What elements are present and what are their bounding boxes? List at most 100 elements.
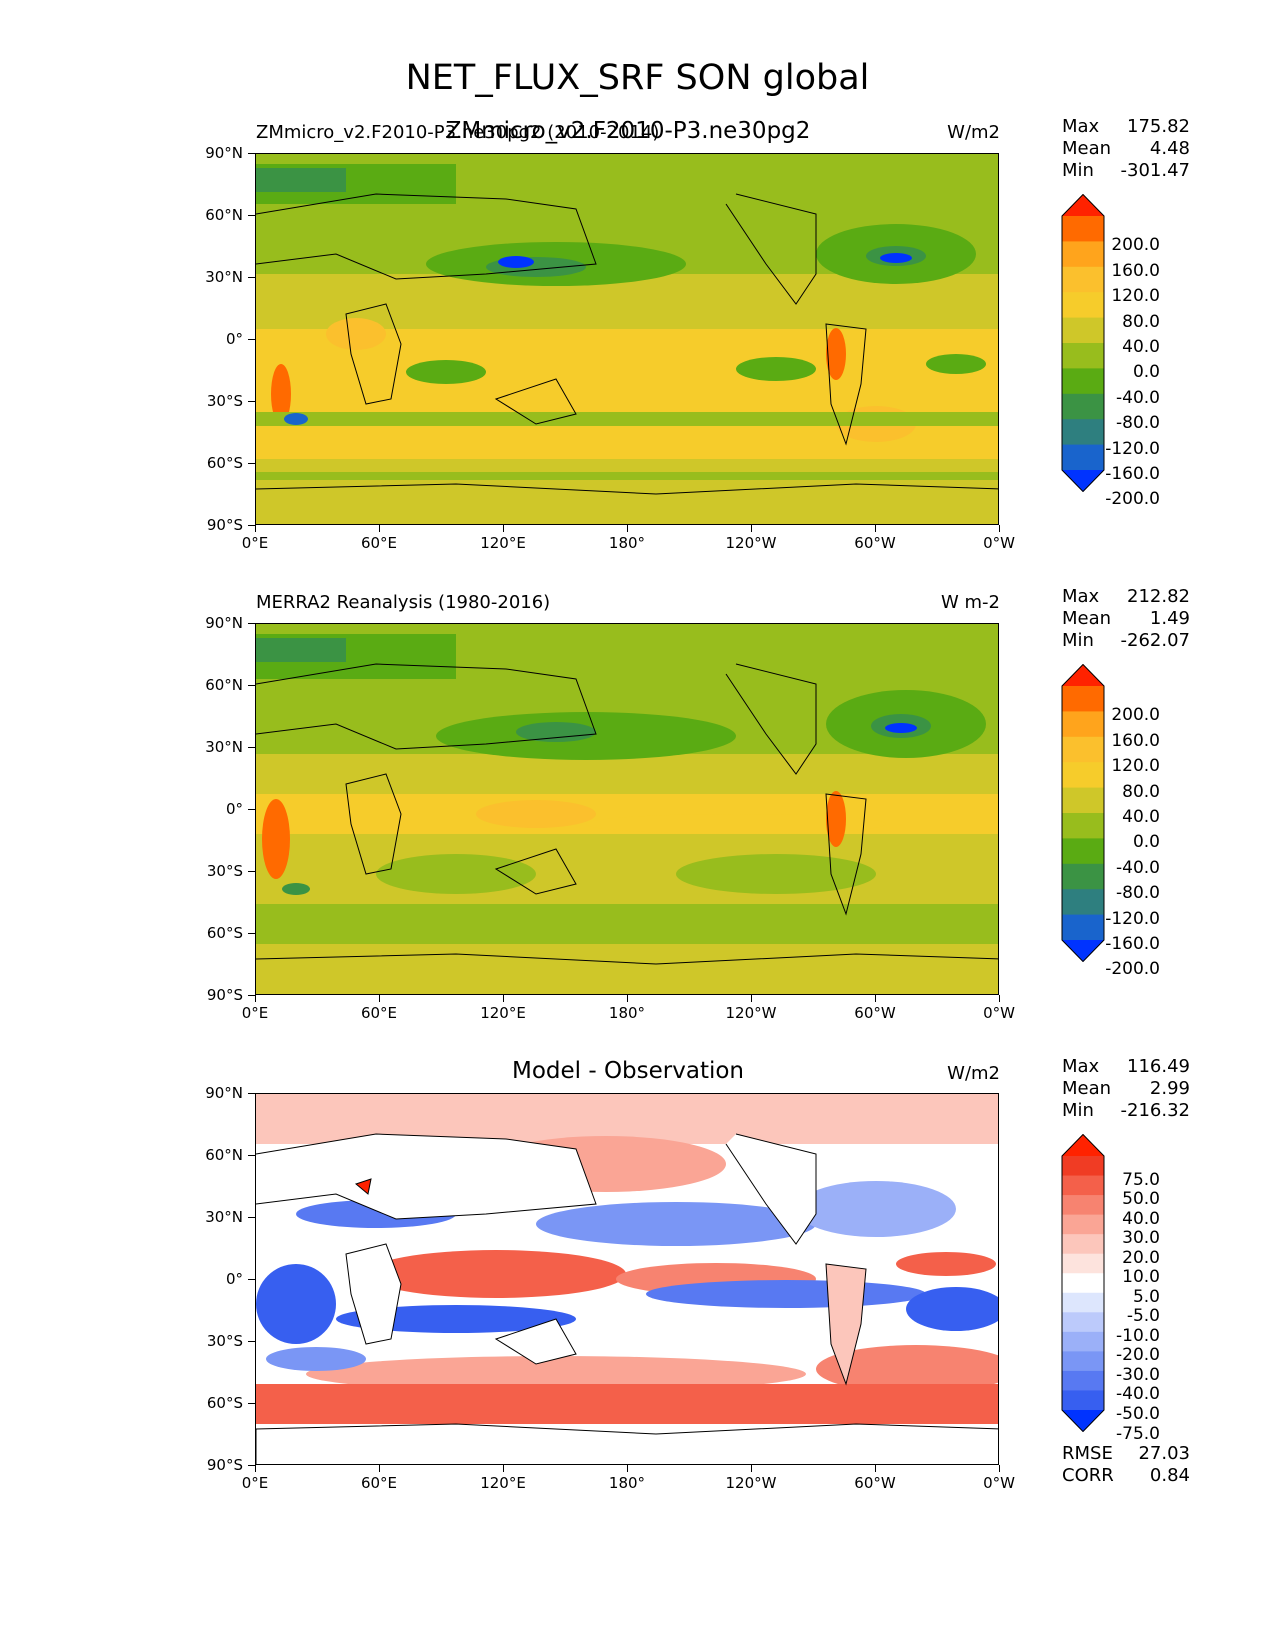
colorbar-outline xyxy=(1061,1133,1105,1433)
colorbar-tick-label: -40.0 xyxy=(1116,857,1160,878)
y-tick-label: 90°N xyxy=(205,614,243,632)
colorbar-tick-label: 40.0 xyxy=(1122,337,1160,357)
colorbar-tick-label: -50.0 xyxy=(1116,1404,1160,1424)
x-tick-label: 0°E xyxy=(241,1004,269,1022)
colorbar-swatch xyxy=(1062,1253,1104,1274)
y-tick-label: 0° xyxy=(225,1270,243,1288)
x-tick xyxy=(874,1465,876,1472)
colorbar-tick-label: -80.0 xyxy=(1116,413,1160,434)
panel-units: W/m2 xyxy=(947,122,1000,143)
y-tick xyxy=(248,808,255,810)
colorbar-tick-label: -40.0 xyxy=(1116,1384,1160,1405)
colorbar-swatch xyxy=(1062,813,1104,839)
x-tick xyxy=(626,1465,628,1472)
x-tick xyxy=(626,995,628,1002)
panel-left-title: MERRA2 Reanalysis (1980-2016) xyxy=(256,592,551,613)
map-test xyxy=(255,153,999,525)
map-field-diff xyxy=(256,1094,998,1464)
panel-stats: Max 212.82 Mean 1.49 Min -262.07 xyxy=(1062,586,1190,652)
x-tick xyxy=(502,995,504,1002)
y-tick-label: 0° xyxy=(225,330,243,348)
colorbar-tick-label: 0.0 xyxy=(1132,362,1160,383)
stat-mean: 4.48 xyxy=(1149,138,1190,159)
y-tick-label: 30°S xyxy=(206,1332,243,1350)
x-tick-label: 120°E xyxy=(480,1474,526,1492)
colorbar-swatch xyxy=(1062,863,1104,890)
colorbar-tick-label: 80.0 xyxy=(1122,781,1160,802)
stat-mean: 2.99 xyxy=(1149,1078,1190,1099)
x-tick-label: 60°W xyxy=(854,534,896,552)
y-tick-label: 90°S xyxy=(206,1456,243,1474)
x-tick-label: 60°W xyxy=(854,1004,896,1022)
colorbar-swatch xyxy=(1062,664,1104,686)
x-tick xyxy=(750,525,752,532)
colorbar-tick-label: -80.0 xyxy=(1116,883,1160,904)
colorbar-tick-label: 20.0 xyxy=(1122,1247,1160,1268)
panel-center-title: Model - Observation xyxy=(511,1058,745,1084)
x-tick-label: 180° xyxy=(608,534,646,552)
x-tick-label: 120°E xyxy=(480,1004,526,1022)
colorbar-swatch xyxy=(1062,762,1104,789)
stat-max: 175.82 xyxy=(1127,116,1190,137)
colorbar-tick-label: 0.0 xyxy=(1132,832,1160,853)
colorbar-tick-label: 160.0 xyxy=(1111,260,1160,281)
colorbar-swatch xyxy=(1062,368,1104,395)
y-tick xyxy=(248,400,255,402)
colorbar-swatch xyxy=(1062,736,1104,763)
colorbar-outline xyxy=(1061,663,1105,963)
colorbar-swatch xyxy=(1062,914,1104,941)
x-tick xyxy=(378,525,380,532)
colorbar-swatch xyxy=(1062,787,1104,814)
colorbar-tick-label: 50.0 xyxy=(1122,1189,1160,1210)
colorbar-tick-label: -20.0 xyxy=(1116,1345,1160,1366)
y-tick-label: 90°N xyxy=(205,144,243,162)
x-tick xyxy=(750,995,752,1002)
y-tick-label: 60°S xyxy=(206,1394,243,1412)
panel-units: W m-2 xyxy=(940,592,1000,613)
colorbar-tick-label: -120.0 xyxy=(1105,438,1160,459)
colorbar-swatch xyxy=(1062,470,1104,492)
x-tick xyxy=(626,525,628,532)
colorbar-tick-label: 75.0 xyxy=(1122,1169,1160,1190)
stat-min: -262.07 xyxy=(1120,630,1190,651)
corr-label: CORR xyxy=(1062,1465,1114,1486)
x-tick-label: 0°W xyxy=(983,1474,1015,1492)
colorbar-swatch xyxy=(1062,711,1104,738)
x-tick-label: 180° xyxy=(608,1004,646,1022)
x-tick-label: 120°E xyxy=(480,534,526,552)
colorbar-swatch xyxy=(1062,317,1104,344)
colorbar-tick-label: 30.0 xyxy=(1122,1228,1160,1249)
y-tick xyxy=(248,746,255,748)
y-tick xyxy=(248,276,255,278)
y-tick xyxy=(248,1278,255,1280)
stat-min-label: Min xyxy=(1062,1100,1094,1121)
colorbar-swatch xyxy=(1062,1214,1104,1235)
y-tick xyxy=(248,214,255,216)
y-tick-label: 0° xyxy=(225,800,243,818)
y-tick xyxy=(248,684,255,686)
colorbar-swatch xyxy=(1062,1175,1104,1196)
y-tick-label: 30°N xyxy=(205,268,243,286)
figure-title: NET_FLUX_SRF SON global xyxy=(405,58,870,98)
colorbar-swatch xyxy=(1062,1134,1104,1156)
x-tick xyxy=(378,1465,380,1472)
colorbar-swatch xyxy=(1062,194,1104,216)
x-tick xyxy=(874,995,876,1002)
x-tick xyxy=(378,995,380,1002)
stat-mean-label: Mean xyxy=(1062,1078,1112,1099)
rmse-value: 27.03 xyxy=(1138,1443,1190,1464)
colorbar-tick-label: 120.0 xyxy=(1111,756,1160,777)
x-tick xyxy=(750,1465,752,1472)
panel-stats: Max 175.82 Mean 4.48 Min -301.47 xyxy=(1062,116,1190,182)
rmse-label: RMSE xyxy=(1062,1443,1113,1464)
stat-mean: 1.49 xyxy=(1149,608,1190,629)
map-field-ref xyxy=(256,624,998,994)
colorbar-tick-label: 40.0 xyxy=(1122,807,1160,827)
colorbar-tick-label: -200.0 xyxy=(1105,959,1160,980)
colorbar-tick-label: 200.0 xyxy=(1111,705,1160,726)
colorbar-swatch xyxy=(1062,216,1104,242)
x-tick xyxy=(998,1465,1000,1472)
x-tick-label: 120°W xyxy=(725,1004,777,1022)
colorbar-swatch xyxy=(1062,1195,1104,1216)
stat-max: 116.49 xyxy=(1127,1056,1190,1077)
